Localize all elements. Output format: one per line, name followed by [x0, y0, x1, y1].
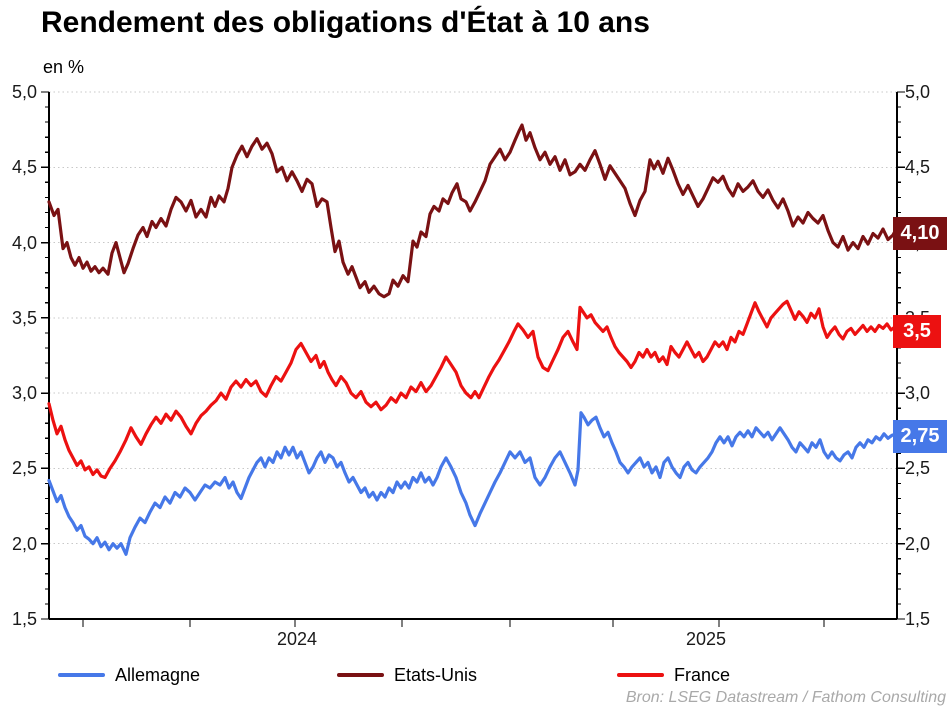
legend-item-allemagne: Allemagne [58, 664, 200, 686]
y-tick-label-left: 3,0 [11, 383, 37, 403]
y-tick-label-left: 2,5 [11, 458, 37, 478]
series-line-france [47, 299, 899, 480]
y-tick-label-right: 1,5 [905, 609, 931, 629]
end-value-badge-etats-unis: 4,10 [893, 217, 947, 250]
y-tick-label-left: 1,5 [11, 609, 37, 629]
x-year-label: 2025 [685, 629, 727, 649]
series-line-allemagne [47, 411, 899, 556]
legend-label: Etats-Unis [394, 664, 478, 685]
y-tick-label-right: 3,0 [905, 383, 931, 403]
legend-swatch-etats-unis [337, 673, 384, 677]
legend-label: Allemagne [115, 664, 201, 685]
y-tick-label-left: 3,5 [11, 308, 37, 328]
legend-label: France [674, 664, 731, 685]
y-tick-label-left: 2,0 [11, 534, 37, 554]
end-value-badge-allemagne: 2,75 [893, 420, 947, 453]
legend-item-france: France [617, 664, 730, 686]
end-value-badge-france: 3,5 [893, 315, 941, 348]
legend-swatch-allemagne [58, 673, 105, 677]
chart-title: Rendement des obligations d'État à 10 an… [41, 6, 650, 39]
series-line-etats-unis [47, 123, 899, 299]
source-credit: Bron: LSEG Datastream / Fathom Consultin… [625, 689, 946, 706]
y-tick-label-left: 4,0 [11, 233, 37, 253]
y-tick-label-right: 2,0 [905, 534, 931, 554]
legend-item-etats-unis: Etats-Unis [337, 664, 477, 686]
chart-unit-label: en % [43, 57, 85, 77]
y-tick-label-right: 5,0 [905, 82, 931, 102]
legend-swatch-france [617, 673, 664, 677]
y-tick-label-right: 4,5 [905, 157, 931, 177]
y-tick-label-right: 2,5 [905, 458, 931, 478]
x-year-label: 2024 [276, 629, 318, 649]
y-tick-label-left: 5,0 [11, 82, 37, 102]
y-tick-label-left: 4,5 [11, 157, 37, 177]
